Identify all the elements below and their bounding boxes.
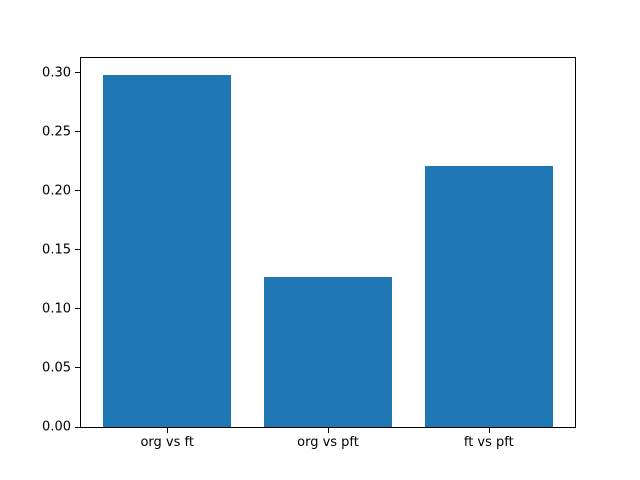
- y-tick-mark: [75, 367, 80, 369]
- y-tick-label: 0.10: [42, 301, 71, 317]
- y-tick-label: 0.00: [42, 419, 71, 435]
- y-tick-mark: [75, 131, 80, 133]
- y-tick-label: 0.20: [42, 183, 71, 199]
- y-tick-mark: [75, 72, 80, 73]
- x-tick-mark: [488, 428, 490, 433]
- y-tick-mark: [75, 249, 80, 251]
- bar-org-vs-pft: [263, 276, 393, 427]
- x-tick-label: org vs pft: [297, 435, 359, 450]
- y-tick-mark: [75, 190, 80, 192]
- y-tick-label: 0.05: [42, 360, 71, 376]
- y-tick-mark: [75, 308, 80, 310]
- bar-org-vs-ft: [102, 74, 232, 427]
- y-tick-label: 0.15: [42, 242, 71, 258]
- y-tick-mark: [75, 426, 80, 428]
- x-tick-label: ft vs pft: [463, 435, 514, 450]
- x-tick-mark: [167, 428, 169, 433]
- x-tick-mark: [328, 428, 329, 433]
- y-tick-label: 0.30: [42, 65, 71, 80]
- bar-ft-vs-pft: [424, 165, 554, 427]
- plot-area: org vs ft org vs pft ft vs pft 0.00 0.05 0.10…: [42, 57, 576, 449]
- y-tick-label: 0.25: [42, 124, 71, 140]
- x-tick-label: org vs ft: [140, 435, 194, 450]
